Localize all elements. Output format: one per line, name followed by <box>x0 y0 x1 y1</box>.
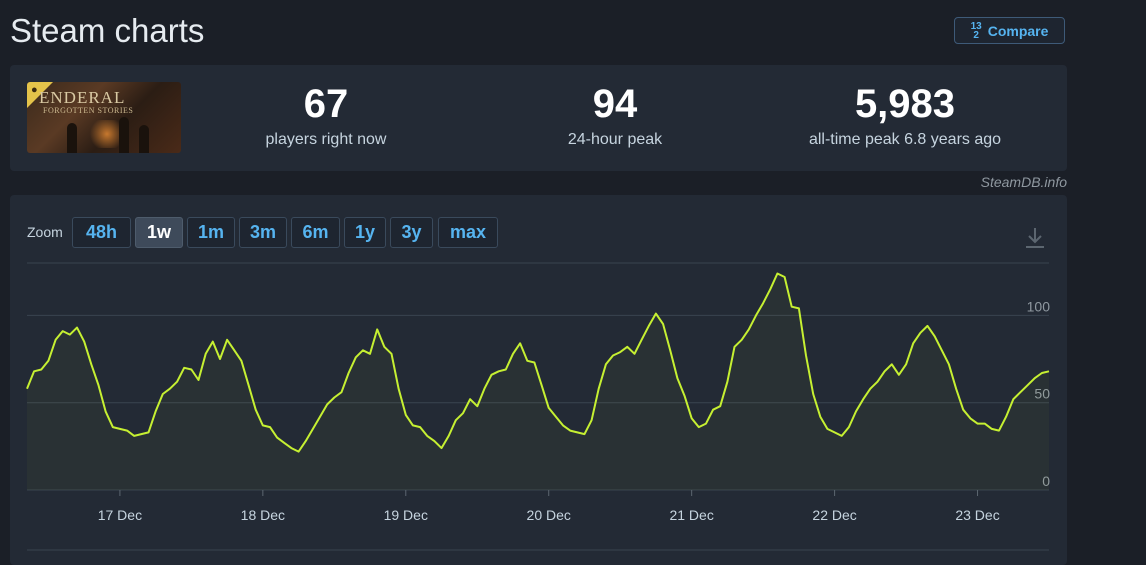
zoom-1w-button[interactable]: 1w <box>135 217 183 248</box>
game-logo-subtitle: FORGOTTEN STORIES <box>43 106 134 115</box>
stat-value: 67 <box>303 82 349 126</box>
zoom-6m-button[interactable]: 6m <box>291 217 340 248</box>
series-line <box>26 272 1050 453</box>
x-tick-label: 18 Dec <box>241 507 285 523</box>
zoom-3y-button[interactable]: 3y <box>390 217 433 248</box>
stat-value: 94 <box>592 82 638 126</box>
lightbulb-icon: ● <box>31 84 38 96</box>
stat-label: players right now <box>265 131 387 148</box>
player-count-chart[interactable]: 0 50 100 17 Dec 18 Dec 19 Dec 20 Dec 21 Dec 22 D… <box>0 195 1146 556</box>
y-tick-label: 100 <box>1027 298 1051 314</box>
x-tick-label: 17 Dec <box>98 507 142 523</box>
y-tick-label: 50 <box>1034 386 1050 402</box>
page-title: Steam charts <box>10 12 205 49</box>
game-logo-text: ENDERAL <box>39 88 126 107</box>
stat-current-players: 67 players right now <box>196 83 456 149</box>
zoom-max-button[interactable]: max <box>438 217 498 248</box>
x-tick-label: 21 Dec <box>669 507 713 523</box>
x-tick-label: 20 Dec <box>527 507 571 523</box>
download-icon[interactable] <box>1023 225 1047 251</box>
stat-value: 5,983 <box>854 82 956 126</box>
x-tick-label: 19 Dec <box>384 507 428 523</box>
zoom-1y-button[interactable]: 1y <box>344 217 386 248</box>
steamdb-watermark[interactable]: SteamDB.info <box>980 174 1067 190</box>
stats-panel: ● ENDERAL FORGOTTEN STORIES 67 players r… <box>10 65 1067 171</box>
chart-panel: Zoom 48h 1w 1m 3m 6m 1y 3y max <box>10 195 1067 565</box>
x-tick-label: 22 Dec <box>812 507 856 523</box>
compare-label: Compare <box>987 22 1049 39</box>
stat-all-time-peak[interactable]: 5,983 all-time peak 6.8 years ago <box>775 83 1035 149</box>
stat-label: 24-hour peak <box>567 131 663 148</box>
compare-button[interactable]: 13 2 Compare <box>954 17 1065 44</box>
zoom-3m-button[interactable]: 3m <box>239 217 287 248</box>
series-area <box>27 273 1049 490</box>
stat-label: all-time peak 6.8 years ago <box>808 131 1002 148</box>
zoom-label: Zoom <box>27 224 63 240</box>
game-capsule-image[interactable]: ● ENDERAL FORGOTTEN STORIES <box>27 82 181 153</box>
zoom-1m-button[interactable]: 1m <box>187 217 235 248</box>
fraction-icon: 13 2 <box>970 20 982 41</box>
zoom-48h-button[interactable]: 48h <box>72 217 131 248</box>
stat-24h-peak: 94 24-hour peak <box>485 83 745 149</box>
x-tick-label: 23 Dec <box>955 507 999 523</box>
y-tick-label: 0 <box>1042 473 1050 489</box>
